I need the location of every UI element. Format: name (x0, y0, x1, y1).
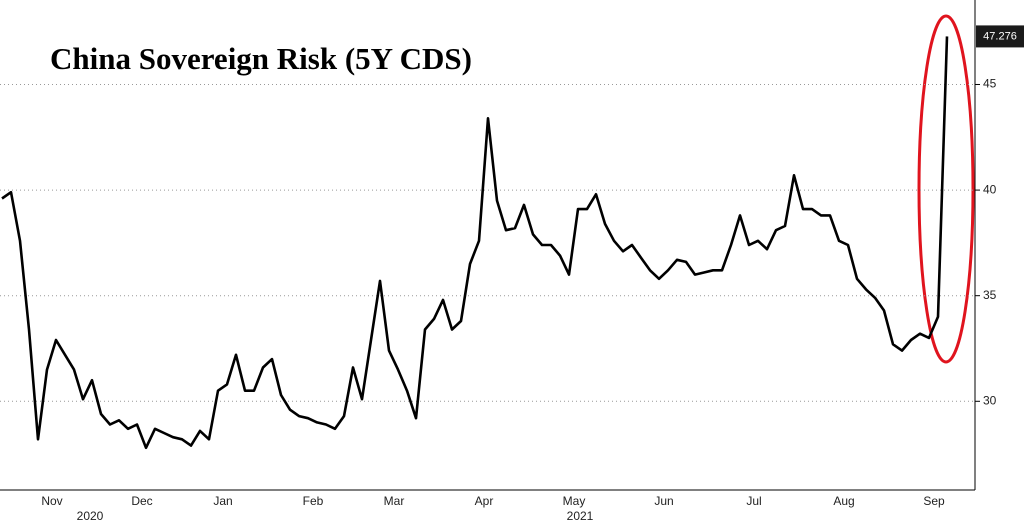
x-tick-label: Sep (923, 494, 945, 508)
last-value-tag (976, 25, 1024, 48)
x-tick-label: Jun (654, 494, 673, 508)
x-tick-label: Mar (384, 494, 405, 508)
highlight-ellipse (917, 14, 975, 364)
x-tick-label: Apr (475, 494, 494, 508)
x-tick-label: Feb (303, 494, 324, 508)
y-tick-label: 35 (983, 288, 997, 302)
x-tick-label: Jan (213, 494, 232, 508)
last-value-label: 47.276 (983, 30, 1017, 42)
y-tick-label: 40 (983, 182, 997, 196)
x-tick-label: Aug (833, 494, 854, 508)
y-tick-label: 45 (983, 77, 997, 91)
year-label: 2020 (77, 509, 104, 523)
line (1, 36, 949, 450)
year-label: 2021 (567, 509, 594, 523)
y-tick-label: 30 (983, 393, 997, 407)
chart-title: China Sovereign Risk (5Y CDS) (50, 41, 472, 76)
x-tick-label: May (563, 494, 586, 508)
x-tick-label: Dec (131, 494, 152, 508)
x-tick-label: Nov (41, 494, 62, 508)
x-tick-label: Jul (746, 494, 761, 508)
